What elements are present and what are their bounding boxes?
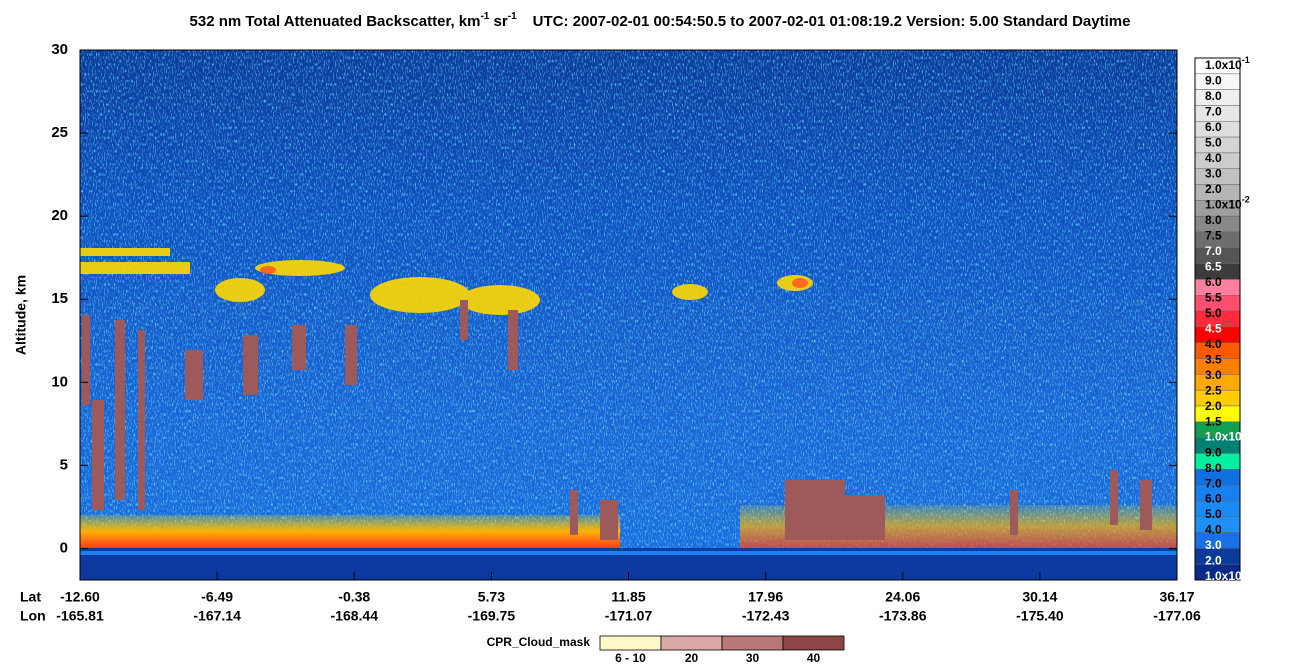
colorbar-label: 4.5 bbox=[1205, 321, 1222, 335]
colorbar-label: 3.0 bbox=[1205, 538, 1222, 552]
colorbar-label: 5.0 bbox=[1205, 136, 1222, 150]
lon-label: -165.81 bbox=[56, 608, 104, 624]
colorbar-label: 4.0 bbox=[1205, 151, 1222, 165]
title-part: -1 bbox=[480, 11, 489, 22]
colorbar-label: 6.0 bbox=[1205, 275, 1222, 289]
colorbar-label: 5.0 bbox=[1205, 507, 1222, 521]
lat-label: 17.96 bbox=[748, 589, 783, 605]
y-tick-label: 30 bbox=[51, 41, 68, 58]
colorbar-label: 9.0 bbox=[1205, 74, 1222, 88]
colorbar-label: 3.0 bbox=[1205, 167, 1222, 181]
colorbar-label: 8.0 bbox=[1205, 89, 1222, 103]
colorbar-frame bbox=[1194, 57, 1241, 581]
title-part: sr bbox=[489, 13, 508, 30]
backscatter-image bbox=[80, 50, 1177, 580]
cpr-legend-swatch bbox=[599, 635, 662, 651]
colorbar-label: 7.0 bbox=[1205, 105, 1222, 119]
y-axis-label: Altitude, km bbox=[13, 275, 29, 355]
colorbar-label-base: 1.0x10 bbox=[1205, 198, 1242, 212]
lat-label: -12.60 bbox=[60, 589, 100, 605]
cpr-legend-label: 6 - 10 bbox=[615, 651, 646, 665]
colorbar-label: 7.0 bbox=[1205, 244, 1222, 258]
lat-label: -6.49 bbox=[201, 589, 233, 605]
y-tick-label: 25 bbox=[51, 124, 68, 141]
lon-label: -167.14 bbox=[193, 608, 241, 624]
y-tick-label: 20 bbox=[51, 207, 68, 224]
cpr-legend-swatch bbox=[782, 635, 845, 651]
colorbar-label: 2.0 bbox=[1205, 182, 1222, 196]
colorbar-label: 1.0x10-2 bbox=[1205, 195, 1250, 212]
lon-title: Lon bbox=[20, 608, 46, 624]
cpr-legend-label: 30 bbox=[746, 651, 760, 665]
y-tick-label: 10 bbox=[51, 373, 68, 390]
colorbar-label: 8.0 bbox=[1205, 461, 1222, 475]
y-tick-label: 0 bbox=[60, 539, 68, 556]
colorbar-label-base: 1.0x10 bbox=[1205, 58, 1242, 72]
cpr-legend-label: 40 bbox=[807, 651, 821, 665]
cpr-legend-label: 20 bbox=[685, 651, 699, 665]
cpr-legend-title: CPR_Cloud_mask bbox=[487, 635, 591, 649]
lat-title: Lat bbox=[20, 589, 41, 605]
colorbar-label: 6.0 bbox=[1205, 492, 1222, 506]
cpr-legend-swatch bbox=[721, 635, 784, 651]
lon-label: -172.43 bbox=[742, 608, 790, 624]
lat-label: 24.06 bbox=[885, 589, 920, 605]
lat-label: 30.14 bbox=[1022, 589, 1057, 605]
colorbar-label: 3.0 bbox=[1205, 368, 1222, 382]
lon-label: -175.40 bbox=[1016, 608, 1064, 624]
lon-label: -169.75 bbox=[468, 608, 516, 624]
colorbar-label: 6.0 bbox=[1205, 120, 1222, 134]
colorbar-label: 7.0 bbox=[1205, 476, 1222, 490]
y-tick-label: 5 bbox=[60, 456, 68, 473]
chart-title: 532 nm Total Attenuated Backscatter, km-… bbox=[190, 11, 1131, 30]
colorbar-label: 5.0 bbox=[1205, 306, 1222, 320]
colorbar-label-exp: -2 bbox=[1242, 195, 1250, 205]
colorbar-label-exp: -4 bbox=[1242, 566, 1250, 576]
colorbar-label: 5.5 bbox=[1205, 290, 1222, 304]
colorbar-label: 4.0 bbox=[1205, 523, 1222, 537]
colorbar-label-exp: -3 bbox=[1242, 427, 1250, 437]
colorbar-label: 7.5 bbox=[1205, 229, 1222, 243]
title-part: -1 bbox=[508, 11, 517, 22]
lat-label: 11.85 bbox=[611, 589, 645, 605]
cpr-legend-swatch bbox=[660, 635, 723, 651]
colorbar-label: 2.5 bbox=[1205, 383, 1222, 397]
title-part: UTC: 2007-02-01 00:54:50.5 to 2007-02-01… bbox=[533, 13, 1131, 30]
colorbar-label-base: 1.0x10 bbox=[1205, 430, 1242, 444]
colorbar-label: 9.0 bbox=[1205, 445, 1222, 459]
title-part: 532 nm Total Attenuated Backscatter, km bbox=[190, 13, 481, 30]
lat-label: 5.73 bbox=[478, 589, 505, 605]
colorbar-label-base: 1.0x10 bbox=[1205, 569, 1242, 583]
colorbar-label: 2.0 bbox=[1205, 554, 1222, 568]
colorbar-label-exp: -1 bbox=[1242, 55, 1250, 65]
colorbar-label: 1.0x10-4 bbox=[1205, 566, 1250, 583]
colorbar-label: 4.0 bbox=[1205, 337, 1222, 351]
colorbar-label: 1.0x10-1 bbox=[1205, 55, 1250, 72]
lon-label: -177.06 bbox=[1153, 608, 1201, 624]
colorbar-label: 2.0 bbox=[1205, 399, 1222, 413]
lat-label: -0.38 bbox=[338, 589, 370, 605]
colorbar-label: 1.5 bbox=[1205, 414, 1222, 428]
colorbar-label: 3.5 bbox=[1205, 352, 1222, 366]
colorbar-label: 8.0 bbox=[1205, 213, 1222, 227]
colorbar-label: 6.5 bbox=[1205, 259, 1222, 273]
lon-label: -168.44 bbox=[331, 608, 379, 624]
colorbar-label: 1.0x10-3 bbox=[1205, 427, 1250, 444]
y-tick-label: 15 bbox=[51, 290, 68, 307]
lon-label: -171.07 bbox=[605, 608, 653, 624]
lon-label: -173.86 bbox=[879, 608, 927, 624]
lat-label: 36.17 bbox=[1159, 589, 1194, 605]
